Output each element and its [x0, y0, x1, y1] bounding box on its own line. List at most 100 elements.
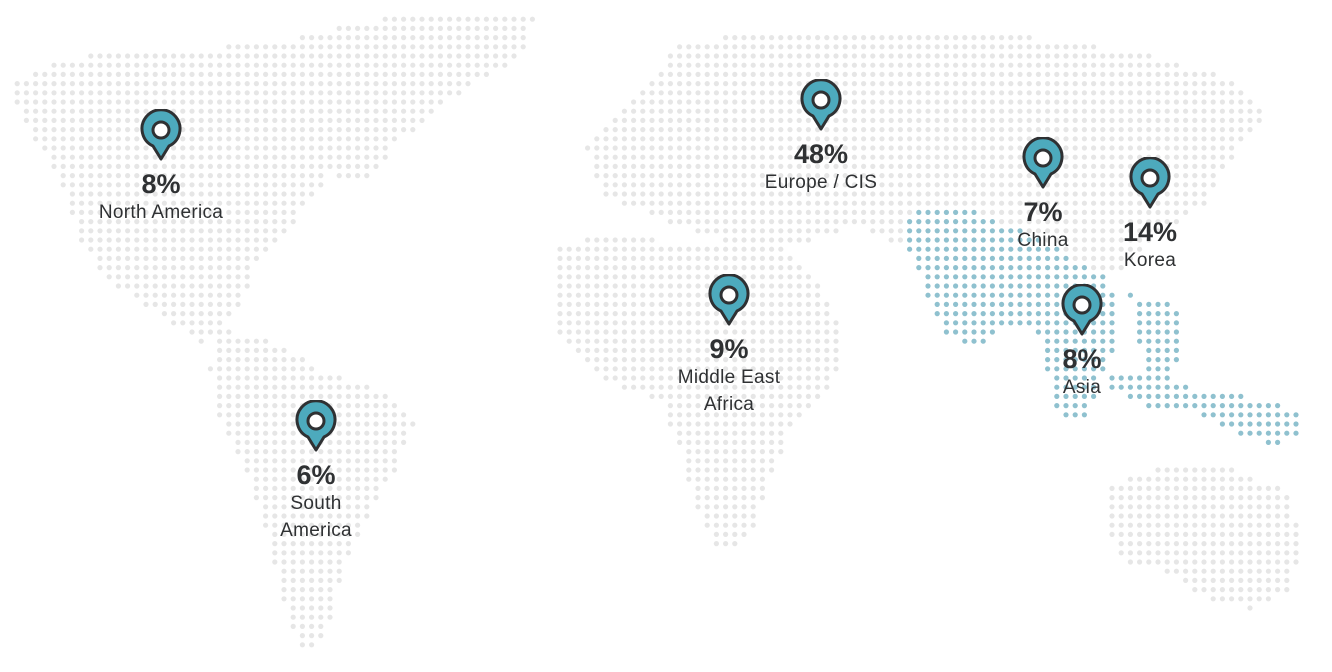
land-dot — [759, 127, 766, 133]
land-dot — [686, 62, 692, 68]
land-dot — [842, 145, 848, 151]
land-dot — [483, 62, 489, 68]
land-dot — [1063, 62, 1069, 68]
highlight-dot — [1017, 255, 1023, 261]
land-dot — [713, 246, 720, 252]
land-dot — [1155, 550, 1161, 556]
land-dot — [244, 53, 250, 59]
land-dot — [290, 449, 296, 455]
land-dot — [980, 173, 986, 179]
land-dot — [217, 62, 223, 68]
land-dot — [732, 375, 738, 381]
highlight-dot — [1091, 274, 1097, 280]
land-dot — [345, 384, 351, 390]
highlight-dot — [943, 274, 950, 280]
land-dot — [778, 255, 784, 261]
land-dot — [1072, 136, 1078, 142]
land-dot — [971, 71, 977, 77]
land-dot — [180, 117, 186, 123]
land-dot — [290, 430, 296, 436]
land-dot — [870, 173, 876, 179]
land-dot — [732, 90, 738, 96]
land-dot — [60, 154, 66, 160]
highlight-dot — [943, 265, 950, 271]
marker-asia[interactable]: 8% Asia — [982, 284, 1182, 401]
land-dot — [152, 255, 158, 261]
land-dot — [1127, 90, 1133, 96]
land-dot — [355, 439, 361, 445]
land-dot — [263, 136, 269, 142]
land-dot — [750, 301, 756, 307]
land-dot — [125, 209, 131, 215]
land-dot — [226, 265, 232, 271]
land-dot — [603, 265, 609, 271]
highlight-dot — [1054, 329, 1060, 335]
land-dot — [1201, 145, 1207, 151]
land-dot — [373, 476, 379, 482]
land-dot — [769, 35, 775, 41]
land-dot — [1008, 127, 1014, 133]
land-dot — [621, 347, 628, 353]
land-dot — [23, 90, 29, 96]
land-dot — [171, 301, 177, 307]
land-dot — [1146, 559, 1152, 565]
marker-korea[interactable]: 14% Korea — [1050, 157, 1250, 274]
marker-europe-cis[interactable]: 48% Europe / CIS — [721, 79, 921, 196]
land-dot — [1017, 182, 1023, 188]
land-dot — [695, 403, 701, 409]
land-dot — [226, 81, 232, 87]
marker-north-america[interactable]: 8% North America — [61, 109, 261, 226]
land-dot — [263, 412, 269, 418]
land-dot — [796, 265, 802, 271]
land-dot — [60, 99, 66, 105]
land-dot — [345, 403, 351, 409]
land-dot — [125, 117, 131, 123]
land-dot — [217, 154, 223, 160]
land-dot — [217, 357, 223, 363]
land-dot — [621, 246, 628, 252]
land-dot — [345, 62, 351, 68]
land-dot — [391, 136, 397, 142]
land-dot — [327, 495, 333, 501]
land-dot — [695, 182, 701, 188]
land-dot — [1293, 531, 1299, 538]
highlight-dot — [1155, 320, 1161, 326]
highlight-dot — [980, 255, 986, 261]
highlight-dot — [1045, 357, 1051, 363]
land-dot — [189, 255, 195, 261]
land-dot — [787, 329, 793, 335]
land-dot — [989, 136, 996, 142]
land-dot — [401, 412, 407, 418]
land-dot — [732, 53, 738, 59]
land-dot — [115, 191, 121, 197]
land-dot — [953, 163, 959, 169]
land-dot — [309, 81, 315, 87]
land-dot — [253, 117, 259, 123]
land-dot — [713, 191, 720, 197]
land-dot — [253, 200, 259, 206]
highlight-dot — [1081, 375, 1087, 381]
land-dot — [769, 439, 775, 445]
land-dot — [732, 384, 738, 390]
land-dot — [704, 393, 710, 399]
marker-china[interactable]: 7% China — [943, 137, 1143, 254]
land-dot — [1127, 136, 1133, 142]
land-dot — [833, 191, 839, 197]
land-dot — [106, 182, 112, 188]
land-dot — [1054, 62, 1060, 68]
land-dot — [281, 513, 287, 519]
land-dot — [207, 366, 213, 372]
land-dot — [364, 449, 370, 455]
highlight-dot — [1127, 384, 1133, 390]
marker-middle-east-africa[interactable]: 9% Middle East Africa — [629, 274, 829, 418]
land-dot — [272, 403, 278, 409]
land-dot — [999, 163, 1005, 169]
marker-south-america[interactable]: 6% South America — [216, 400, 416, 544]
land-dot — [649, 209, 655, 215]
land-dot — [713, 81, 720, 87]
land-dot — [180, 311, 186, 317]
land-dot — [851, 219, 858, 225]
land-dot — [60, 182, 66, 188]
land-dot — [355, 145, 361, 151]
land-dot — [723, 108, 729, 114]
